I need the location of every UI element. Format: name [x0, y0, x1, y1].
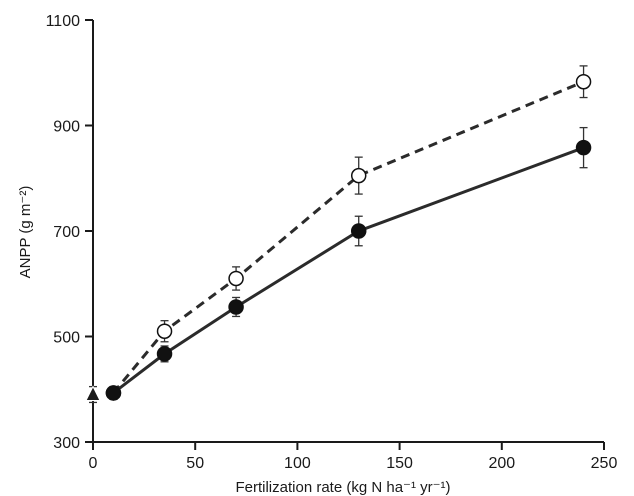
filled-circle-point [228, 299, 244, 315]
y-tick-label: 1100 [46, 13, 81, 30]
tick-label-group: 0 50 100 150 200 250 300 500 700 900 1100 [46, 13, 618, 472]
x-tick-label: 200 [488, 455, 515, 472]
y-tick-label: 500 [53, 330, 80, 347]
filled-circle-point [105, 385, 122, 401]
filled-circle-point [350, 223, 367, 239]
y-tick-label: 700 [53, 224, 80, 241]
series-layer [85, 65, 592, 404]
x-tick-label: 100 [284, 455, 311, 472]
filled-circle-point [575, 139, 592, 156]
control-triangle-point [85, 385, 101, 402]
x-tick-label: 0 [89, 455, 98, 472]
open-circle-point [228, 270, 244, 287]
tick-group [85, 19, 605, 450]
x-axis-label: Fertilization rate (kg N ha⁻¹ yr⁻¹) [235, 479, 450, 496]
y-tick-label: 300 [53, 435, 80, 452]
x-tick-label: 250 [591, 455, 618, 472]
y-axis-label: ANPP (g m⁻²) [17, 186, 34, 279]
x-tick-label: 50 [186, 455, 204, 472]
open-circle-point [156, 323, 173, 339]
filled-circle-point [156, 346, 173, 362]
open-circle-point [350, 167, 367, 184]
axes [92, 20, 604, 443]
y-tick-label: 900 [53, 119, 80, 136]
x-tick-label: 150 [386, 455, 413, 472]
open-circle-point [575, 73, 592, 90]
